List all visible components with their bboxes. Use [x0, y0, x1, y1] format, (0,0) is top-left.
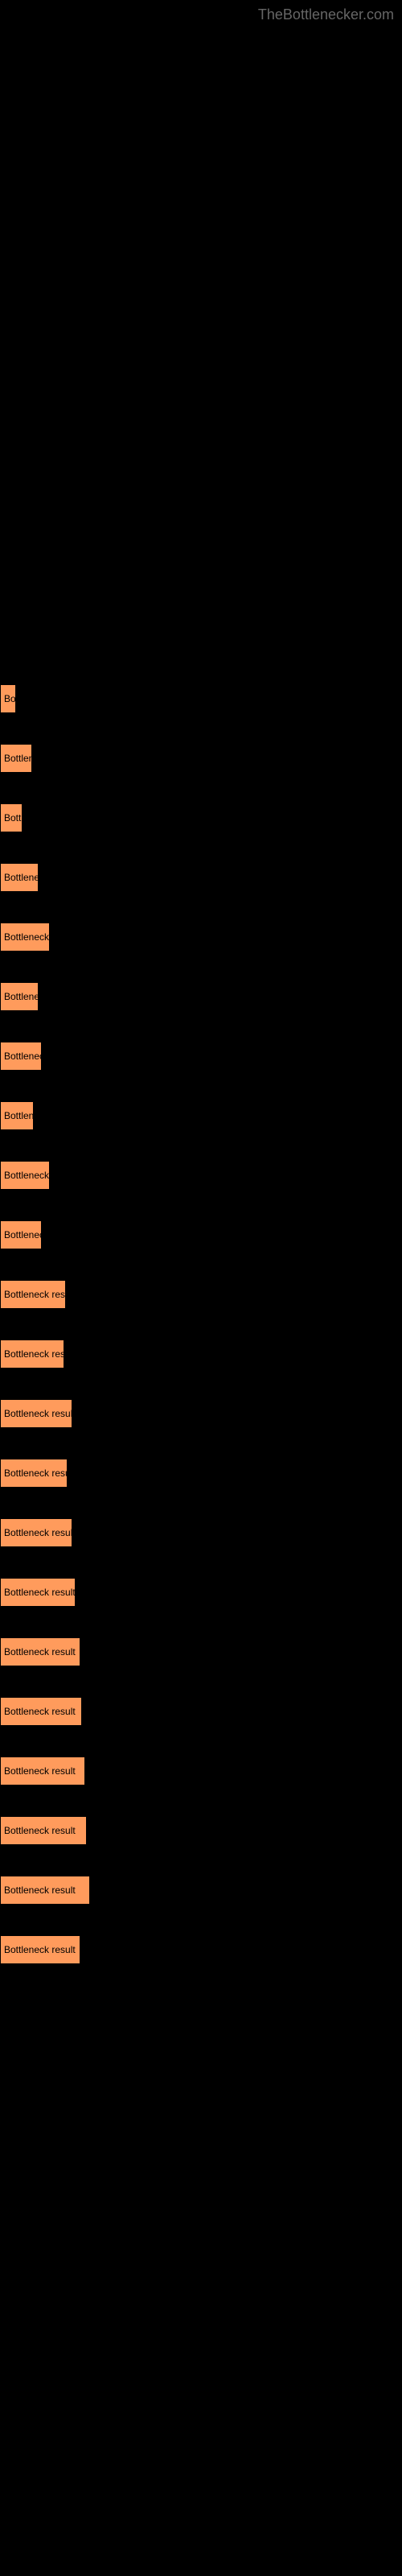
bar-row: Bottleneck result: [0, 1876, 402, 1905]
bar-label: Bottleneck: [4, 1051, 41, 1062]
bar-row: Bottleneck result: [0, 1935, 402, 1964]
bar-label: Bottleneck result: [4, 1348, 64, 1360]
bar-row: Bottleneck result: [0, 1637, 402, 1666]
bar-row: Bottlene: [0, 1101, 402, 1130]
chart-bar: Bottleneck result: [0, 1280, 66, 1309]
chart-bar: Bottleneck result: [0, 1757, 85, 1785]
bar-row: Bottleneck result: [0, 1757, 402, 1785]
bar-label: Bottleneck result: [4, 1885, 76, 1896]
chart-bar: Bottleneck result: [0, 1637, 80, 1666]
bar-row: Bottleneck result: [0, 1280, 402, 1309]
chart-bar: Bottleneck result: [0, 1697, 82, 1726]
bar-row: Bottleneck: [0, 1220, 402, 1249]
chart-bar: Bottleneck: [0, 863, 39, 892]
bar-label: Bottleneck re: [4, 931, 49, 943]
bar-label: Bottleneck: [4, 991, 38, 1002]
bar-row: Bottleneck result: [0, 1399, 402, 1428]
bar-row: Bottleneck re: [0, 923, 402, 952]
bar-label: Bottleneck result: [4, 1825, 76, 1836]
chart-bar: Bottleneck result: [0, 1935, 80, 1964]
bar-label: Bottleneck result: [4, 1408, 72, 1419]
bar-label: Bottlene: [4, 753, 31, 764]
bar-row: Bo: [0, 684, 402, 713]
chart-bar: Bottlene: [0, 744, 32, 773]
bar-row: Bottl: [0, 803, 402, 832]
bar-row: Bottleneck result: [0, 1518, 402, 1547]
chart-bar: Bottlene: [0, 1101, 34, 1130]
chart-bar: Bottleneck result: [0, 1816, 87, 1845]
bar-label: Bottleneck: [4, 872, 38, 883]
bar-label: Bottleneck result: [4, 1527, 72, 1538]
bar-label: Bottleneck result: [4, 1646, 76, 1657]
bar-label: Bottleneck result: [4, 1289, 65, 1300]
bar-row: Bottleneck result: [0, 1459, 402, 1488]
bar-chart: Bo Bottlene Bottl Bottleneck Bottleneck re Bo…: [0, 0, 402, 2027]
bar-label: Bottleneck result: [4, 1765, 76, 1777]
bar-label: Bottl: [4, 812, 22, 824]
bar-label: Bottleneck re: [4, 1170, 49, 1181]
watermark-text: TheBottlenecker.com: [258, 6, 394, 23]
bar-row: Bottleneck: [0, 982, 402, 1011]
chart-bar: Bottleneck: [0, 1220, 42, 1249]
bar-row: Bottleneck result: [0, 1578, 402, 1607]
bar-row: Bottleneck result: [0, 1340, 402, 1368]
chart-bar: Bottleneck result: [0, 1399, 72, 1428]
chart-bar: Bottleneck result: [0, 1578, 76, 1607]
bar-row: Bottleneck result: [0, 1697, 402, 1726]
chart-bar: Bo: [0, 684, 16, 713]
bar-row: Bottleneck re: [0, 1161, 402, 1190]
chart-bar: Bottleneck: [0, 1042, 42, 1071]
chart-bar: Bottleneck re: [0, 923, 50, 952]
bar-row: Bottleneck: [0, 1042, 402, 1071]
bar-label: Bottlene: [4, 1110, 33, 1121]
bar-label: Bottleneck: [4, 1229, 41, 1241]
bar-row: Bottlene: [0, 744, 402, 773]
bar-label: Bottleneck result: [4, 1944, 76, 1955]
chart-bar: Bottleneck result: [0, 1340, 64, 1368]
chart-bar: Bottleneck result: [0, 1876, 90, 1905]
bar-row: Bottleneck result: [0, 1816, 402, 1845]
chart-bar: Bottl: [0, 803, 23, 832]
chart-bar: Bottleneck result: [0, 1459, 68, 1488]
chart-bar: Bottleneck result: [0, 1518, 72, 1547]
bar-label: Bo: [4, 693, 15, 704]
bar-label: Bottleneck result: [4, 1706, 76, 1717]
chart-bar: Bottleneck: [0, 982, 39, 1011]
bar-row: Bottleneck: [0, 863, 402, 892]
bar-label: Bottleneck result: [4, 1587, 75, 1598]
chart-bar: Bottleneck re: [0, 1161, 50, 1190]
bar-label: Bottleneck result: [4, 1468, 67, 1479]
